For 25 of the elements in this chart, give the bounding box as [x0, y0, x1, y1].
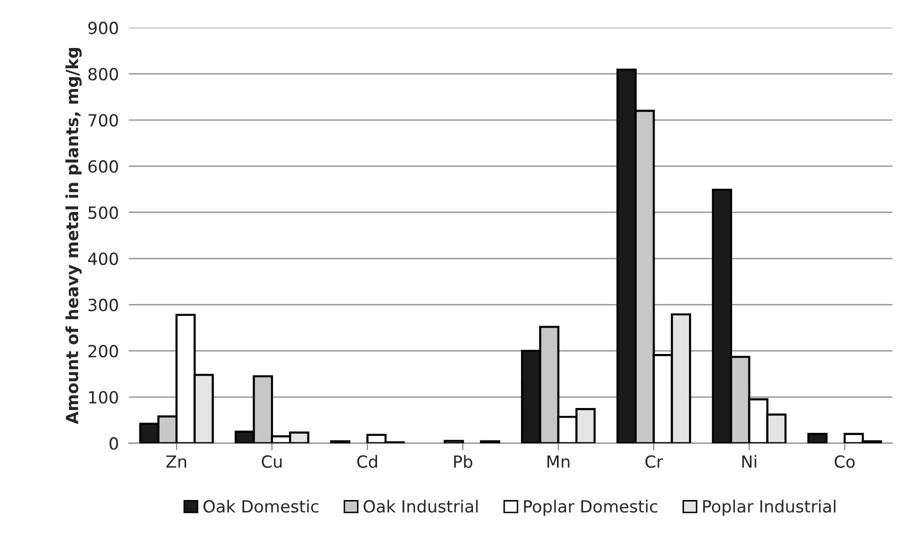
y-tick-label: 300 [88, 298, 118, 312]
y-axis-title: Amount of heavy metal in plants, mg/kg [65, 48, 82, 424]
y-tick-label: 900 [88, 22, 118, 34]
legend-label: Oak Industrial [364, 500, 478, 513]
legend-label: Poplar Industrial [703, 500, 836, 516]
bar [444, 440, 464, 444]
legend-label: Oak Domestic [204, 500, 318, 513]
y-tick-label: 0 [110, 437, 118, 450]
x-tick-label: Cu [262, 455, 282, 468]
y-tick-label: 400 [88, 252, 118, 266]
x-tick-label: Cr [645, 455, 664, 468]
y-tick-label: 700 [88, 114, 118, 127]
y-tick-label: 600 [88, 160, 118, 173]
x-tick-label: Co [834, 455, 855, 468]
x-tick-label: Zn [166, 456, 186, 468]
y-tick-label: 200 [88, 344, 118, 358]
x-tick-label: Pb [454, 455, 472, 468]
y-tick-label: 500 [88, 206, 118, 219]
bar [807, 432, 828, 444]
y-tick-label: 800 [88, 68, 118, 80]
x-tick-label: Cd [357, 455, 378, 468]
y-tick-label: 100 [89, 390, 118, 404]
x-tick-label: Mn [547, 456, 570, 468]
x-tick-label: Ni [742, 455, 756, 468]
legend-label: Poplar Domestic [524, 500, 658, 516]
